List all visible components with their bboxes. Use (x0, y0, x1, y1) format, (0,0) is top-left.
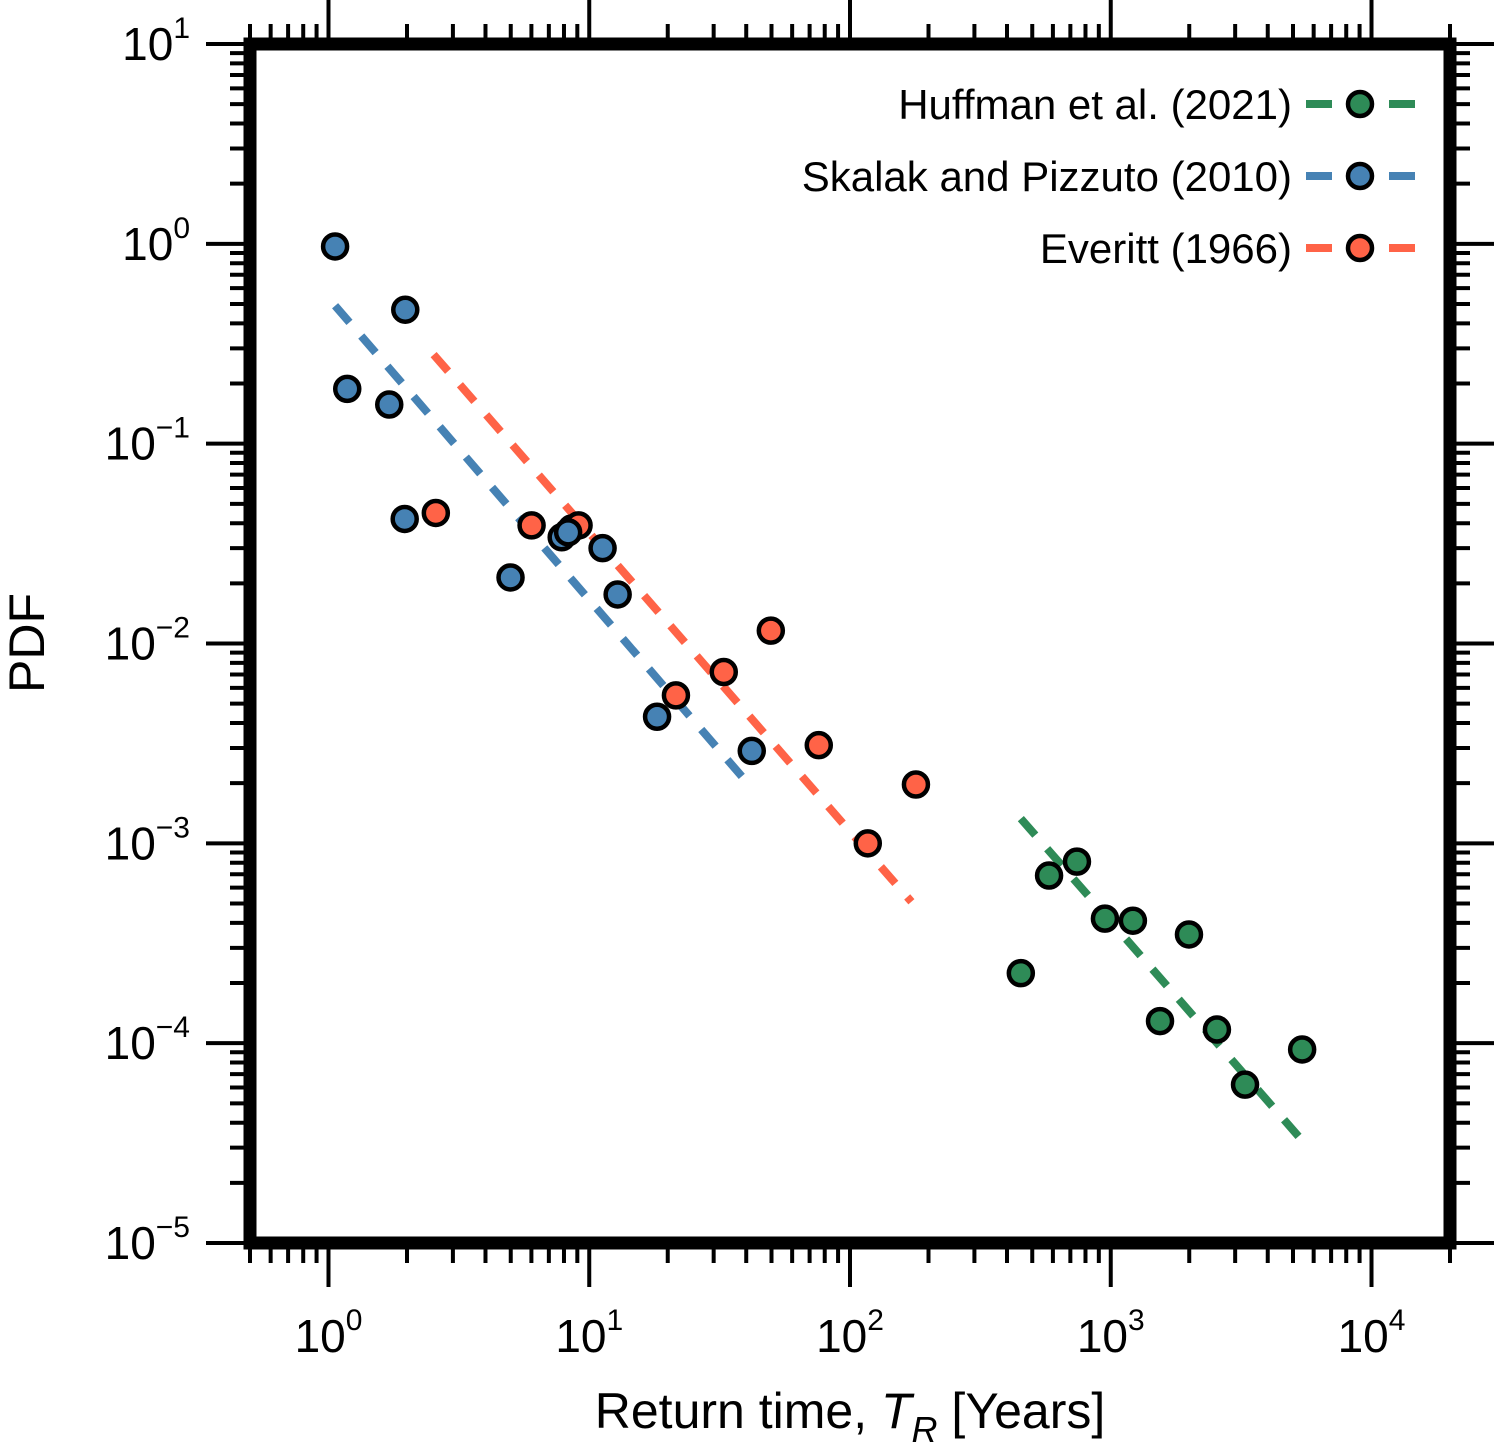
data-point (1062, 847, 1092, 876)
x-tick-label: 103 (1077, 1304, 1145, 1362)
x-tick-label: 104 (1338, 1304, 1406, 1362)
legend-marker (1345, 161, 1375, 191)
fit-line (430, 351, 915, 905)
data-point (332, 374, 362, 404)
data-point (853, 829, 883, 858)
data-point (1174, 920, 1204, 949)
y-tick-label: 100 (122, 212, 190, 270)
data-point (1145, 1006, 1175, 1036)
data-point (756, 616, 786, 645)
x-axis-label: Return time, TR [Years] (595, 1383, 1105, 1443)
fit-line (1017, 815, 1304, 1141)
data-point (1118, 906, 1148, 935)
y-tick-label: 10−3 (105, 811, 190, 869)
legend-item: Huffman et al. (2021) (898, 81, 1415, 128)
legend-marker (1345, 233, 1375, 263)
legend-label: Skalak and Pizzuto (2010) (802, 153, 1292, 200)
data-point (588, 533, 617, 563)
data-point (553, 518, 583, 547)
data-point (390, 504, 419, 534)
data-point (374, 390, 404, 419)
data-point (421, 498, 451, 528)
data-points (320, 232, 1317, 1099)
x-tick-label: 102 (816, 1304, 884, 1362)
data-point (1006, 958, 1036, 988)
legend: Huffman et al. (2021) Skalak and Pizzuto … (802, 81, 1415, 272)
data-point (1287, 1035, 1317, 1064)
data-point (737, 736, 767, 766)
y-tick-label: 101 (122, 12, 190, 70)
y-axis-label: PDF (0, 593, 55, 693)
y-tick-label: 10−1 (105, 412, 190, 470)
x-tick-labels: 100 101 102 103 104 (295, 1304, 1406, 1362)
legend-label: Huffman et al. (2021) (898, 81, 1292, 128)
data-point (804, 730, 834, 760)
data-point (517, 511, 546, 540)
y-tick-label: 10−2 (105, 612, 190, 670)
data-point (1090, 904, 1120, 933)
data-point (901, 770, 931, 799)
y-tick-labels: 101 100 10−1 10−2 10−3 10−4 10−5 (105, 12, 190, 1269)
plot-frame (243, 37, 1457, 1250)
x-tick-label: 101 (555, 1304, 623, 1362)
legend-marker (1345, 89, 1375, 119)
data-point (1202, 1015, 1232, 1044)
legend-label: Everitt (1966) (1040, 225, 1292, 272)
data-point (709, 657, 739, 687)
y-tick-label: 10−4 (105, 1011, 190, 1069)
data-point (1230, 1070, 1260, 1099)
data-point (320, 232, 350, 261)
data-point (661, 681, 691, 710)
y-tick-label: 10−5 (105, 1211, 190, 1269)
data-point (391, 295, 420, 324)
fit-lines (332, 303, 1304, 1141)
data-point (1034, 861, 1064, 890)
legend-item: Everitt (1966) (1040, 225, 1415, 272)
data-point (496, 563, 525, 592)
legend-item: Skalak and Pizzuto (2010) (802, 153, 1415, 200)
x-tick-label: 100 (295, 1304, 363, 1362)
data-point (642, 702, 672, 731)
data-point (603, 580, 632, 609)
